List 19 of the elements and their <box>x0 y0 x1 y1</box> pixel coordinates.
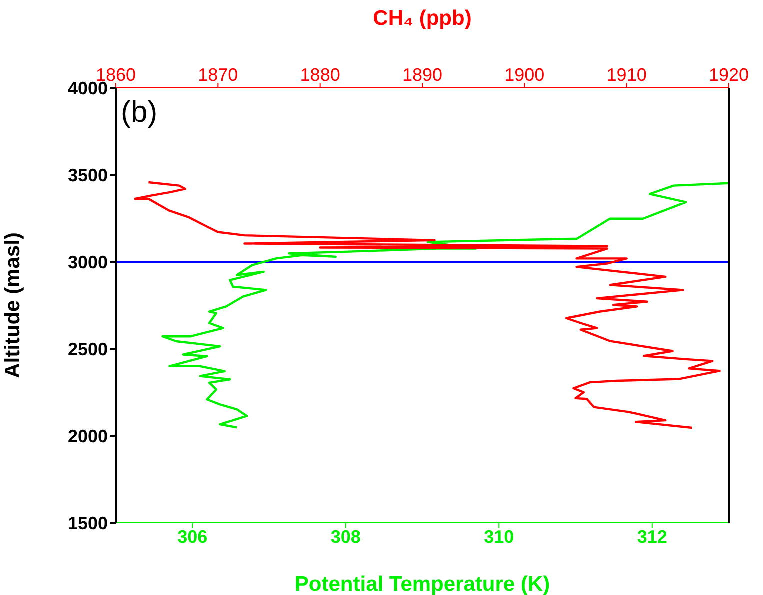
y-tick-label: 1500 <box>68 513 108 534</box>
x-tick-label: 312 <box>637 526 668 547</box>
y-tick-label: 2000 <box>68 426 108 446</box>
x-tick-label: 306 <box>178 526 208 547</box>
x2-tick-label: 1920 <box>708 65 750 85</box>
y-tick-label: 3500 <box>68 165 108 186</box>
x2-axis-title: CH₄ (ppb) <box>373 6 472 30</box>
x2-tick-label: 1890 <box>402 65 443 85</box>
x-axis-title: Potential Temperature (K) <box>294 573 550 595</box>
x2-tick-label: 1880 <box>300 65 340 85</box>
annotation: (b) <box>121 96 158 130</box>
x-tick-label: 308 <box>330 526 361 547</box>
x2-tick-label: 1870 <box>198 65 238 85</box>
x-tick-label: 310 <box>484 526 514 547</box>
x2-tick-label: 1900 <box>504 65 545 85</box>
y-axis-title: Altitude (masl) <box>1 232 24 378</box>
x2-tick-label: 1910 <box>606 65 647 85</box>
y-tick-label: 2500 <box>68 339 108 360</box>
y-tick-label: 3000 <box>68 252 108 272</box>
